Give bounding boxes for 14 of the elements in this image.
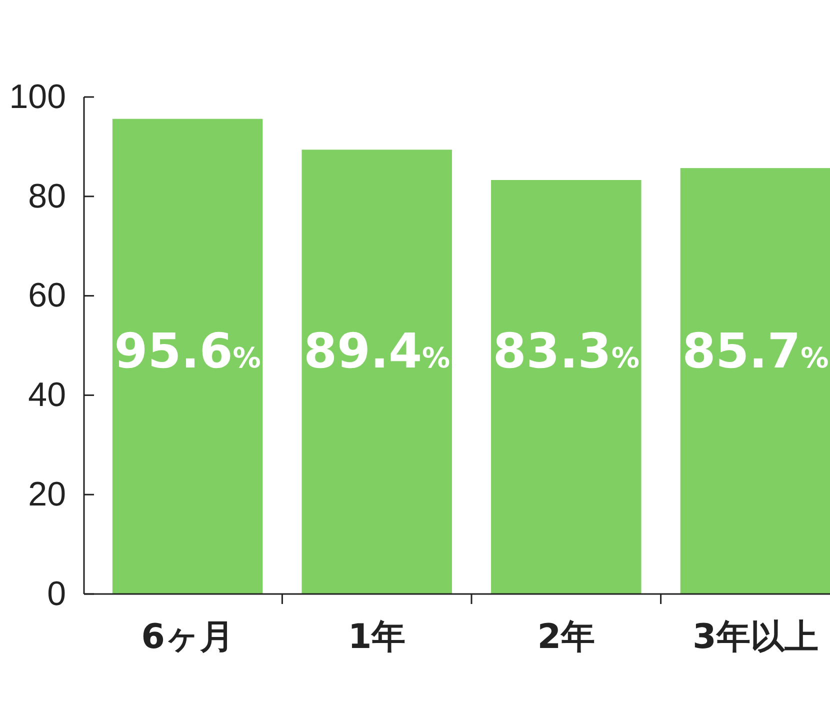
data-label: 83.3%	[492, 324, 640, 380]
data-label: 85.7%	[682, 324, 829, 380]
data-label: 95.6%	[114, 324, 261, 380]
y-tick-label: 80	[28, 177, 66, 216]
x-tick-label: 2年	[537, 617, 595, 657]
y-tick-label: 60	[28, 276, 66, 315]
y-tick-label: 0	[47, 574, 66, 613]
data-label: 89.4%	[304, 324, 450, 380]
x-tick-label: 1年	[348, 617, 406, 657]
x-tick-label: 3年以上	[692, 617, 818, 657]
y-tick-label: 40	[28, 376, 66, 414]
x-tick-label: 6ヶ月	[141, 617, 234, 657]
y-tick-label: 100	[9, 78, 66, 116]
y-tick-label: 20	[28, 475, 66, 514]
